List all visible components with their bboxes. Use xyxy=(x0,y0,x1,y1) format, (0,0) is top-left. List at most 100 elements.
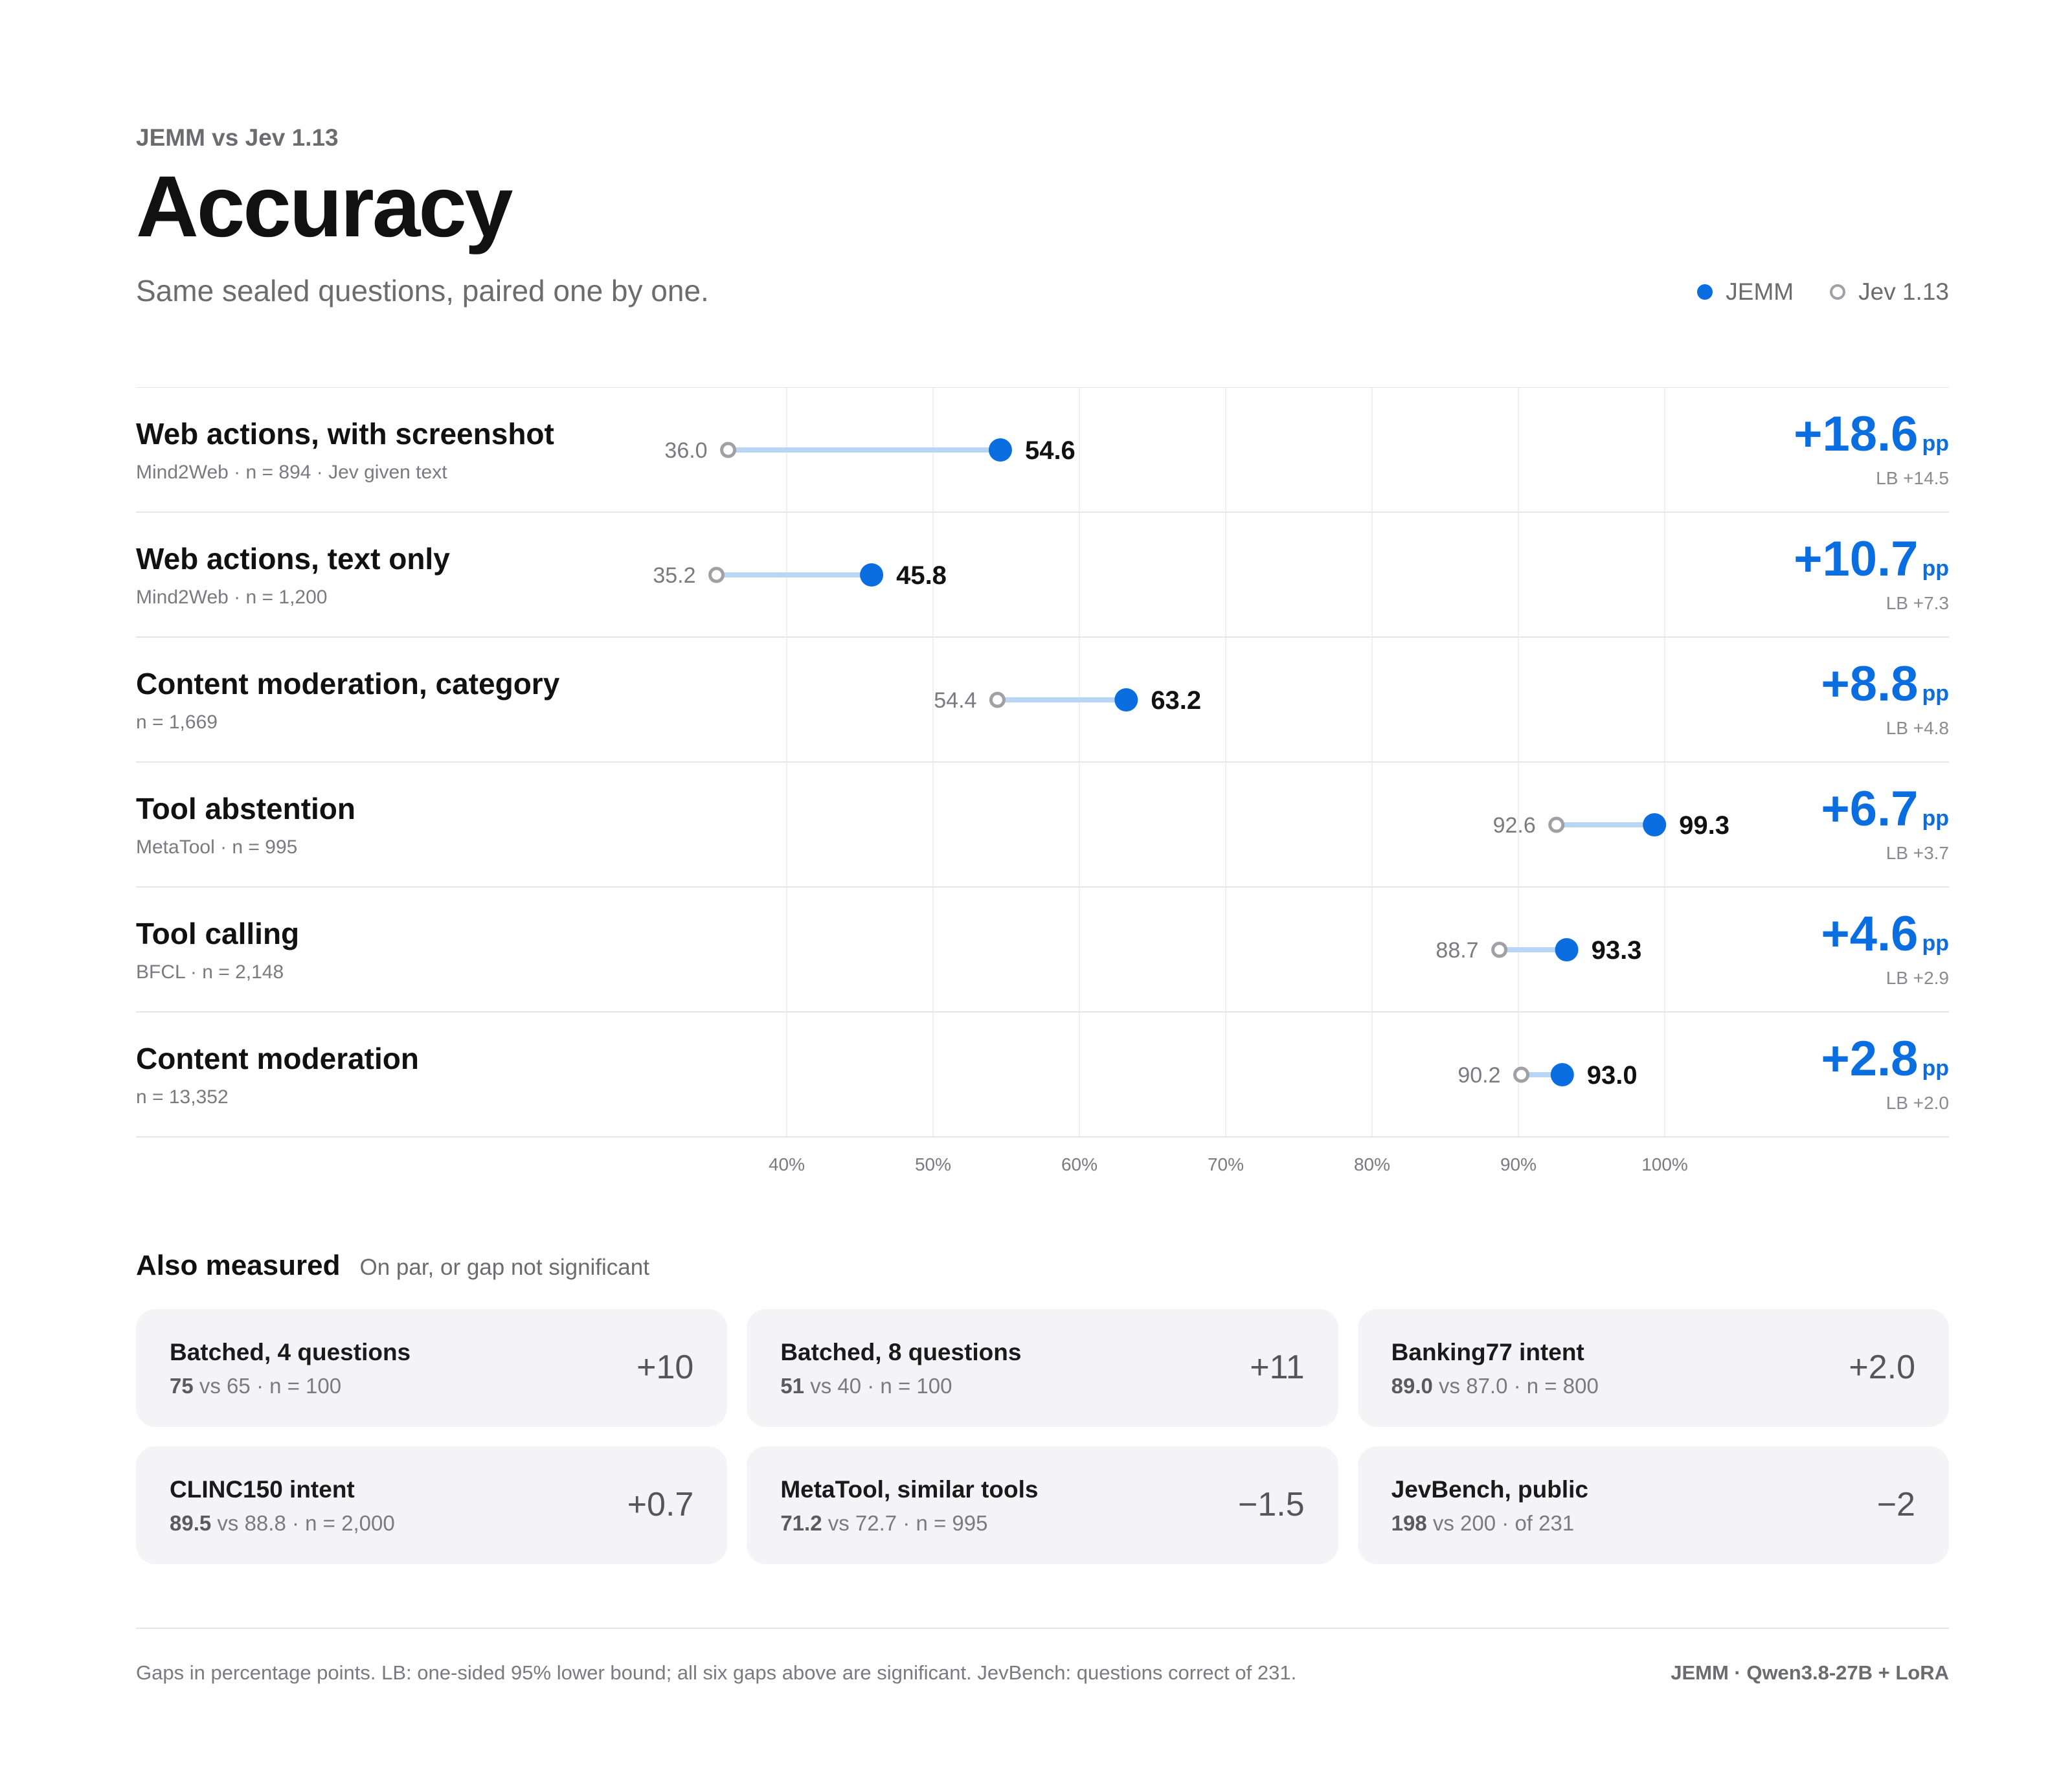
measure-card: Batched, 8 questions 51 vs 40 · n = 100 +1… xyxy=(747,1309,1338,1427)
card-jemm-score: 89.5 xyxy=(170,1511,212,1535)
card-detail: 75 vs 65 · n = 100 xyxy=(170,1374,341,1398)
x-tick-label: 60% xyxy=(1061,1154,1098,1174)
card-jev-score: vs 88.8 xyxy=(211,1511,292,1535)
footer-credit: JEMM · Qwen3.8-27B + LoRA xyxy=(1671,1661,1949,1684)
card-title: Batched, 8 questions xyxy=(780,1339,1022,1365)
card-title: CLINC150 intent xyxy=(170,1476,355,1503)
card-jev-score: vs 87.0 xyxy=(1432,1374,1514,1398)
row-label: Tool calling xyxy=(136,917,299,950)
jemm-point xyxy=(1643,813,1667,836)
card-detail: 89.0 vs 87.0 · n = 800 xyxy=(1391,1374,1599,1398)
open-dot-icon xyxy=(1830,284,1846,300)
row-label: Web actions, text only xyxy=(136,542,450,576)
card-delta: +0.7 xyxy=(627,1486,694,1523)
row-meta: BFCL · n = 2,148 xyxy=(136,961,284,983)
gap-value: +18.6 pp xyxy=(1794,407,1949,462)
jemm-value-label: 45.8 xyxy=(896,561,947,590)
gap-value: +2.8 pp xyxy=(1821,1031,1949,1086)
jev-value-label: 36.0 xyxy=(664,438,707,463)
jemm-point xyxy=(860,563,884,587)
lower-bound-label: LB +4.8 xyxy=(1886,718,1949,738)
card-jemm-score: 75 xyxy=(170,1374,194,1398)
card-delta: −1.5 xyxy=(1238,1486,1305,1523)
card-jev-score: vs 65 xyxy=(193,1374,256,1398)
x-tick-label: 50% xyxy=(915,1154,951,1174)
card-sample-size: · n = 100 xyxy=(256,1374,342,1398)
jev-value-label: 35.2 xyxy=(653,563,695,588)
row-label: Web actions, with screenshot xyxy=(136,417,554,451)
jemm-point xyxy=(1114,688,1138,712)
jemm-value-label: 93.3 xyxy=(1592,936,1642,965)
jemm-value-label: 63.2 xyxy=(1151,686,1201,715)
gap-value: +10.7 pp xyxy=(1794,532,1949,587)
card-detail: 89.5 vs 88.8 · n = 2,000 xyxy=(170,1511,395,1536)
measure-card: CLINC150 intent 89.5 vs 88.8 · n = 2,000 +… xyxy=(136,1446,728,1564)
measure-card: Banking77 intent 89.0 vs 87.0 · n = 800 +2… xyxy=(1357,1309,1949,1427)
card-detail: 198 vs 200 · of 231 xyxy=(1391,1511,1575,1536)
eyebrow: JEMM vs Jev 1.13 xyxy=(136,124,339,151)
also-measured-header: Also measured On par, or gap not signifi… xyxy=(136,1250,649,1282)
legend-item-jemm: JEMM xyxy=(1697,278,1794,306)
lower-bound-label: LB +2.9 xyxy=(1886,968,1949,988)
card-title: MetaTool, similar tools xyxy=(780,1476,1039,1503)
measure-card: Batched, 4 questions 75 vs 65 · n = 100 +1… xyxy=(136,1309,728,1427)
x-tick-label: 80% xyxy=(1354,1154,1390,1174)
card-detail: 51 vs 40 · n = 100 xyxy=(780,1374,952,1398)
card-sample-size: · n = 995 xyxy=(903,1511,988,1535)
row-meta: Mind2Web · n = 894 · Jev given text xyxy=(136,462,447,483)
card-delta: +10 xyxy=(636,1349,694,1386)
measure-card: JevBench, public 198 vs 200 · of 231 −2 xyxy=(1357,1446,1949,1564)
x-tick-label: 70% xyxy=(1208,1154,1244,1174)
row-label: Content moderation xyxy=(136,1042,419,1075)
jemm-value-label: 93.0 xyxy=(1587,1061,1638,1090)
filled-dot-icon xyxy=(1697,284,1713,300)
card-delta: −2 xyxy=(1876,1486,1915,1523)
page-title: Accuracy xyxy=(136,159,513,255)
jev-point xyxy=(989,691,1006,708)
legend-item-jev: Jev 1.13 xyxy=(1830,278,1949,306)
card-sample-size: · of 231 xyxy=(1502,1511,1575,1535)
card-delta: +11 xyxy=(1250,1349,1305,1386)
card-jev-score: vs 40 xyxy=(804,1374,868,1398)
lower-bound-label: LB +7.3 xyxy=(1886,593,1949,613)
card-jemm-score: 71.2 xyxy=(780,1511,822,1535)
measure-card: MetaTool, similar tools 71.2 vs 72.7 · n … xyxy=(747,1446,1338,1564)
jev-point xyxy=(1513,1066,1530,1083)
jev-value-label: 92.6 xyxy=(1493,813,1536,838)
jemm-point xyxy=(1550,1063,1574,1086)
lower-bound-label: LB +2.0 xyxy=(1886,1093,1949,1113)
page-subtitle: Same sealed questions, paired one by one… xyxy=(136,274,709,308)
lower-bound-label: LB +3.7 xyxy=(1886,843,1949,863)
card-jev-score: vs 72.7 xyxy=(822,1511,903,1535)
also-measured-subtitle: On par, or gap not significant xyxy=(359,1255,649,1280)
row-meta: Mind2Web · n = 1,200 xyxy=(136,587,327,608)
row-meta: MetaTool · n = 995 xyxy=(136,836,297,858)
jemm-point xyxy=(1555,938,1579,961)
jev-value-label: 54.4 xyxy=(934,688,976,713)
row-label: Content moderation, category xyxy=(136,667,560,701)
jev-point xyxy=(708,566,725,583)
card-jemm-score: 198 xyxy=(1391,1511,1427,1535)
card-sample-size: · n = 100 xyxy=(867,1374,952,1398)
gap-value: +6.7 pp xyxy=(1821,781,1949,836)
card-detail: 71.2 vs 72.7 · n = 995 xyxy=(780,1511,987,1536)
gap-value: +4.6 pp xyxy=(1821,906,1949,961)
card-title: Banking77 intent xyxy=(1391,1339,1584,1365)
jev-value-label: 90.2 xyxy=(1458,1063,1500,1088)
also-measured-title: Also measured xyxy=(136,1250,341,1281)
jev-value-label: 88.7 xyxy=(1436,938,1478,963)
jev-point xyxy=(1548,816,1565,833)
legend-label-jev: Jev 1.13 xyxy=(1858,278,1949,305)
card-jemm-score: 89.0 xyxy=(1391,1374,1433,1398)
row-label: Tool abstention xyxy=(136,792,355,825)
jemm-point xyxy=(988,438,1012,462)
legend-label-jemm: JEMM xyxy=(1726,278,1794,305)
x-tick-label: 90% xyxy=(1500,1154,1537,1174)
gap-value: +8.8 pp xyxy=(1821,656,1949,712)
jev-point xyxy=(720,442,737,458)
x-tick-label: 40% xyxy=(769,1154,805,1174)
row-meta: n = 1,669 xyxy=(136,712,218,733)
legend: JEMM Jev 1.13 xyxy=(1661,278,1949,306)
card-title: JevBench, public xyxy=(1391,1476,1588,1503)
x-tick-label: 100% xyxy=(1641,1154,1688,1174)
